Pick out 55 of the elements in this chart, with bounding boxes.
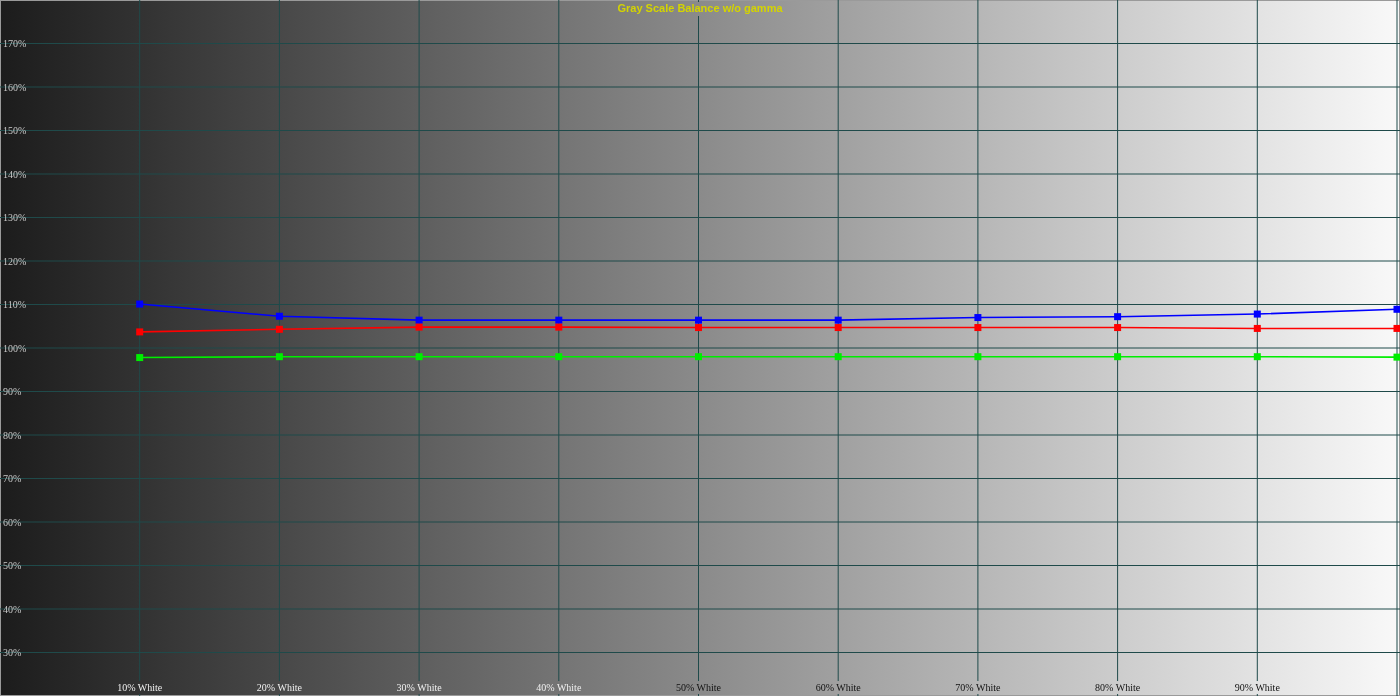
x-tick-label: 60% White <box>815 682 862 693</box>
point <box>695 353 702 361</box>
point <box>555 323 563 331</box>
y-tick-label: 140% <box>3 168 27 180</box>
point <box>275 353 283 361</box>
y-tick-label: 100% <box>3 342 27 354</box>
point <box>415 323 423 331</box>
x-tick-label: 90% White <box>1234 682 1281 693</box>
point <box>695 316 702 324</box>
point <box>1114 353 1122 361</box>
point <box>1393 353 1400 361</box>
point <box>555 316 563 324</box>
point <box>275 325 283 333</box>
x-tick-label: 20% White <box>256 682 303 693</box>
y-tick-label: 90% <box>3 386 22 397</box>
x-tick-label: 80% White <box>1095 682 1141 693</box>
point <box>136 354 144 362</box>
point <box>834 353 842 361</box>
point <box>136 328 144 336</box>
y-tick-label: 160% <box>3 81 27 93</box>
point <box>834 316 842 324</box>
x-tick-label: 30% White <box>396 682 443 693</box>
point <box>1253 310 1261 318</box>
chart-title: Gray Scale Balance w/o gamma <box>617 2 784 14</box>
y-tick-label: 40% <box>3 603 22 615</box>
y-tick-label: 60% <box>3 516 22 528</box>
y-tick-label: 170% <box>3 38 27 49</box>
y-tick-label: 150% <box>3 125 27 136</box>
point <box>834 324 842 332</box>
y-tick-label: 30% <box>3 647 22 658</box>
point <box>1253 324 1261 332</box>
y-tick-label: 80% <box>3 429 22 441</box>
y-tick-label: 130% <box>3 212 27 223</box>
point <box>695 324 702 332</box>
point <box>1253 353 1261 361</box>
y-tick-label: 120% <box>3 255 27 267</box>
point <box>1114 324 1122 332</box>
x-tick-label: 10% White <box>117 682 163 693</box>
y-tick-label: 70% <box>3 473 22 484</box>
x-tick-label: 50% White <box>675 682 722 693</box>
point <box>555 353 563 361</box>
point <box>1393 305 1400 313</box>
point <box>275 312 283 320</box>
point <box>415 353 423 361</box>
point <box>974 314 982 322</box>
point <box>1114 313 1122 321</box>
x-tick-label: 70% White <box>955 682 1001 693</box>
point <box>974 353 982 361</box>
y-tick-label: 50% <box>3 560 22 571</box>
point <box>974 324 982 332</box>
x-tick-label: 40% White <box>536 682 582 693</box>
y-tick-label: 110% <box>3 299 26 310</box>
point <box>415 316 423 324</box>
point <box>136 300 144 308</box>
point <box>1393 324 1400 332</box>
